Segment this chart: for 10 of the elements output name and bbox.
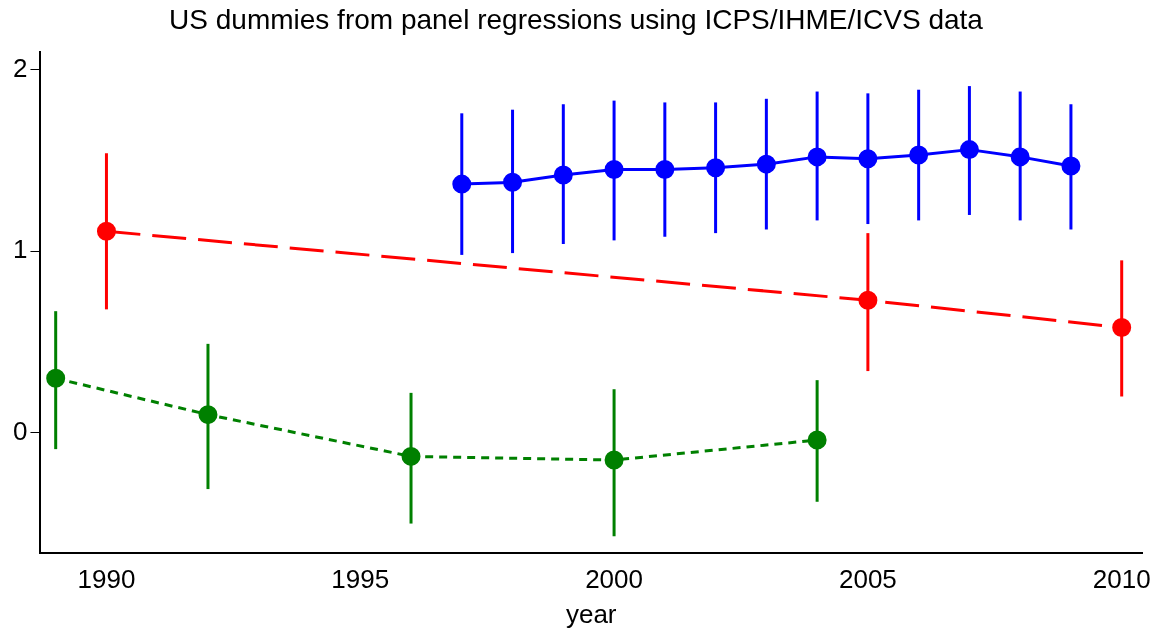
x-axis-title: year [565,598,617,629]
x-tick-label: 2000 [585,564,643,595]
x-tick-label: 2010 [1092,564,1151,595]
y-tick-label: 1 [12,234,28,265]
x-tick-label: 1995 [331,564,390,595]
chart-title: US dummies from panel regressions using ICPS/IHME/ICVS data [169,3,984,35]
y-tick-label: 2 [12,52,28,83]
x-tick-label: 2005 [838,564,897,595]
y-tick-label: 0 [12,415,28,446]
x-tick-label: 1990 [77,564,136,595]
